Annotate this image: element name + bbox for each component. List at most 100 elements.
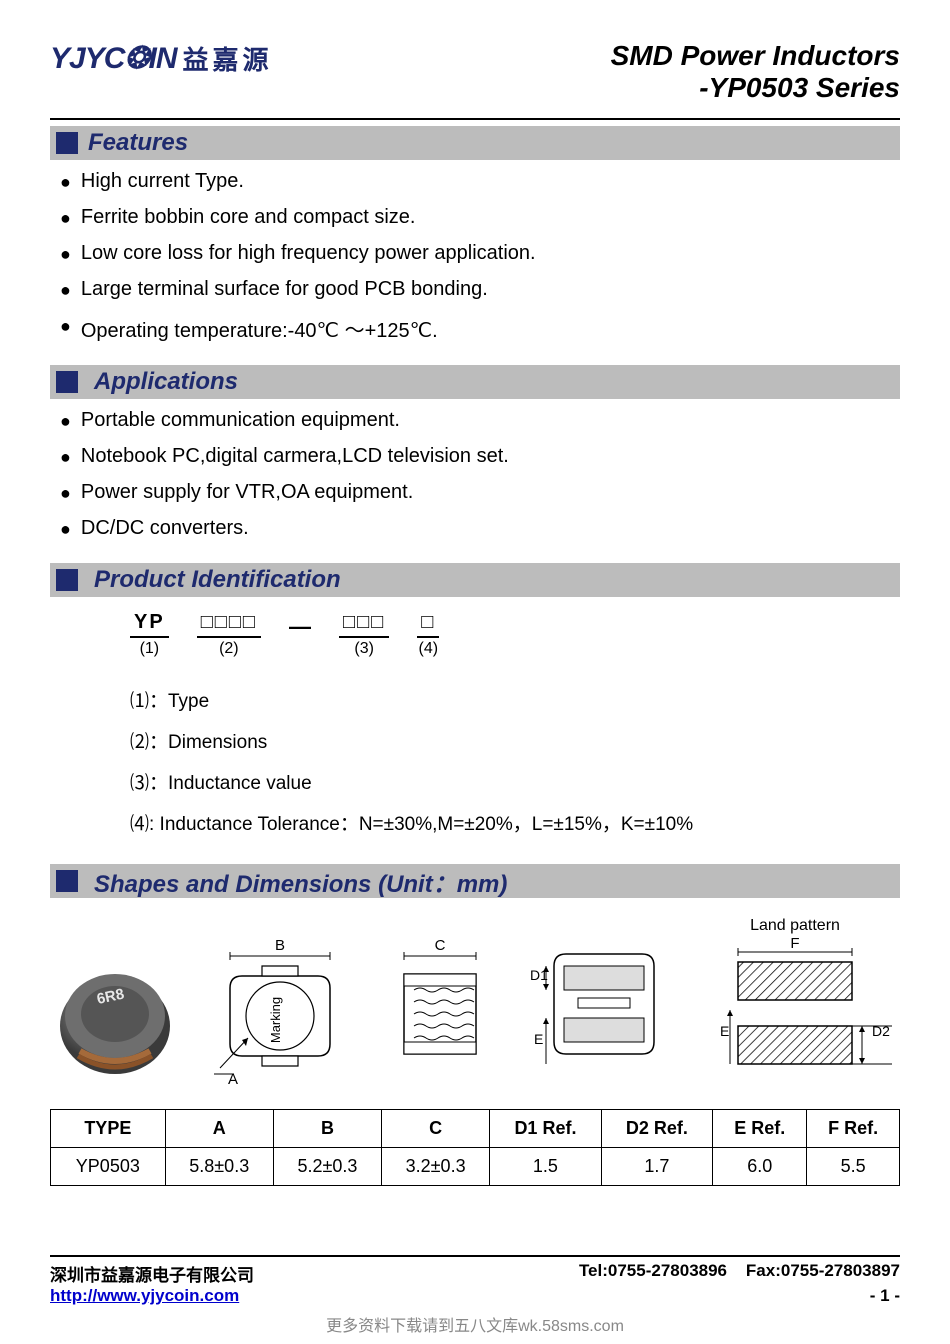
divider-top bbox=[50, 118, 900, 120]
table-header-cell: D1 Ref. bbox=[490, 1110, 601, 1148]
footer-url[interactable]: http://www.yjycoin.com bbox=[50, 1286, 239, 1306]
square-icon bbox=[56, 870, 78, 892]
bullet-icon: ● bbox=[60, 278, 71, 302]
section-applications-head: Applications bbox=[50, 365, 900, 399]
list-item: ● Ferrite bobbin core and compact size. bbox=[60, 206, 900, 230]
list-item-text: Low core loss for high frequency power a… bbox=[81, 242, 536, 265]
section-ident-head: Product Identification bbox=[50, 563, 900, 597]
square-icon bbox=[56, 132, 78, 154]
ident-legend: ⑴：Type ⑵：Dimensions ⑶：Inductance value ⑷: I… bbox=[50, 666, 900, 858]
footer-fax: Fax:0755-27803897 bbox=[746, 1261, 900, 1280]
svg-text:Marking: Marking bbox=[268, 997, 283, 1043]
list-item-text: High current Type. bbox=[81, 170, 244, 193]
table-cell: 6.0 bbox=[713, 1148, 807, 1186]
ident-bot: (2) bbox=[197, 638, 261, 658]
table-header-cell: A bbox=[165, 1110, 273, 1148]
svg-text:E: E bbox=[720, 1023, 729, 1039]
bullet-icon: ● bbox=[60, 409, 71, 433]
svg-text:D2: D2 bbox=[872, 1023, 890, 1039]
applications-title: Applications bbox=[88, 368, 238, 396]
legend-line: ⑵：Dimensions bbox=[130, 727, 900, 754]
table-cell: 5.8±0.3 bbox=[165, 1148, 273, 1186]
bullet-icon: ● bbox=[60, 170, 71, 194]
ident-bot: (1) bbox=[130, 638, 169, 658]
svg-text:C: C bbox=[435, 937, 446, 954]
table-header-cell: C bbox=[382, 1110, 490, 1148]
ident-top: □□□ bbox=[339, 611, 389, 638]
footer-page: - 1 - bbox=[870, 1286, 900, 1306]
svg-text:B: B bbox=[275, 937, 285, 954]
ident-title: Product Identification bbox=[88, 566, 341, 594]
diagram-land-pattern: Land pattern F E D2 bbox=[700, 916, 900, 1091]
bullet-icon: ● bbox=[60, 242, 71, 266]
inductor-photo: 6R8 bbox=[50, 956, 180, 1091]
ident-cell: YP(1) bbox=[130, 611, 169, 658]
footer: 深圳市益嘉源电子有限公司 Tel:0755-27803896 Fax:0755-… bbox=[50, 1255, 900, 1306]
list-item-text: Ferrite bobbin core and compact size. bbox=[81, 206, 416, 229]
ident-cell: □(4) bbox=[417, 611, 439, 658]
title-line1: SMD Power Inductors bbox=[611, 40, 900, 72]
table-cell: 5.5 bbox=[807, 1148, 900, 1186]
table-header-cell: D2 Ref. bbox=[601, 1110, 712, 1148]
footer-tel: Tel:0755-27803896 bbox=[579, 1261, 727, 1280]
table-header-cell: TYPE bbox=[51, 1110, 166, 1148]
bullet-icon: ● bbox=[60, 206, 71, 230]
shapes-row: 6R8 B Marking A C bbox=[50, 898, 900, 1109]
table-row: YP05035.8±0.35.2±0.33.2±0.31.51.76.05.5 bbox=[51, 1148, 900, 1186]
ident-block: YP(1)□□□□(2)—□□□(3)□(4) bbox=[50, 597, 900, 666]
ident-top: YP bbox=[130, 611, 169, 638]
table-head-row: TYPEABCD1 Ref.D2 Ref.E Ref.F Ref. bbox=[51, 1110, 900, 1148]
doc-title: SMD Power Inductors -YP0503 Series bbox=[611, 40, 900, 104]
svg-text:E: E bbox=[534, 1031, 543, 1047]
list-item: ● Portable communication equipment. bbox=[60, 409, 900, 433]
table-cell: 5.2±0.3 bbox=[273, 1148, 381, 1186]
bullet-icon: ● bbox=[60, 481, 71, 505]
list-item-text: DC/DC converters. bbox=[81, 517, 249, 540]
ident-cell: □□□□(2) bbox=[197, 611, 261, 658]
list-item: ● Power supply for VTR,OA equipment. bbox=[60, 481, 900, 505]
ident-top: □□□□ bbox=[197, 611, 261, 638]
ident-row: YP(1)□□□□(2)—□□□(3)□(4) bbox=[130, 611, 900, 658]
watermark-text: 更多资料下载请到五八文库wk.58sms.com bbox=[0, 1312, 950, 1336]
ident-cell: □□□(3) bbox=[339, 611, 389, 658]
ident-bot: (4) bbox=[417, 638, 439, 658]
list-item-text: Operating temperature:-40℃ ～+125℃. bbox=[81, 314, 438, 343]
features-list: ● High current Type. ● Ferrite bobbin core … bbox=[50, 160, 900, 359]
table-header-cell: B bbox=[273, 1110, 381, 1148]
legend-line: ⑷: Inductance Tolerance：N=±30%,M=±20%，L=… bbox=[130, 809, 900, 836]
table-header-cell: F Ref. bbox=[807, 1110, 900, 1148]
list-item-text: Portable communication equipment. bbox=[81, 409, 400, 432]
section-shapes-head: Shapes and Dimensions (Unit：mm) bbox=[50, 864, 900, 898]
diagram-bottom-view: D1 E bbox=[520, 926, 680, 1091]
table-cell: 1.5 bbox=[490, 1148, 601, 1186]
features-title: Features bbox=[88, 129, 188, 157]
ident-top: □ bbox=[417, 611, 439, 638]
applications-list: ● Portable communication equipment. ● Noteb… bbox=[50, 399, 900, 557]
bullet-icon: ● bbox=[60, 517, 71, 541]
list-item-text: Notebook PC,digital carmera,LCD televisi… bbox=[81, 445, 509, 468]
bullet-icon: ● bbox=[60, 314, 71, 338]
diagram-top-view: B Marking A bbox=[200, 936, 360, 1091]
list-item-text: Power supply for VTR,OA equipment. bbox=[81, 481, 413, 504]
svg-text:A: A bbox=[228, 1071, 238, 1086]
list-item: ● DC/DC converters. bbox=[60, 517, 900, 541]
legend-line: ⑶：Inductance value bbox=[130, 768, 900, 795]
table-header-cell: E Ref. bbox=[713, 1110, 807, 1148]
dimensions-table: TYPEABCD1 Ref.D2 Ref.E Ref.F Ref. YP0503… bbox=[50, 1109, 900, 1186]
logo-en: YJYC❂IN bbox=[50, 41, 177, 76]
table-cell: 1.7 bbox=[601, 1148, 712, 1186]
list-item-text: Large terminal surface for good PCB bond… bbox=[81, 278, 488, 301]
section-features-head: Features bbox=[50, 126, 900, 160]
legend-line: ⑴：Type bbox=[130, 686, 900, 713]
bullet-icon: ● bbox=[60, 445, 71, 469]
diagram-side-view: C bbox=[380, 936, 500, 1091]
logo: YJYC❂IN 益嘉源 bbox=[50, 40, 273, 77]
square-icon bbox=[56, 569, 78, 591]
square-icon bbox=[56, 371, 78, 393]
ident-bot: (3) bbox=[339, 638, 389, 658]
list-item: ● Low core loss for high frequency power … bbox=[60, 242, 900, 266]
list-item: ● Operating temperature:-40℃ ～+125℃. bbox=[60, 314, 900, 343]
svg-text:Land pattern: Land pattern bbox=[750, 917, 840, 934]
table-cell: 3.2±0.3 bbox=[382, 1148, 490, 1186]
list-item: ● Notebook PC,digital carmera,LCD televis… bbox=[60, 445, 900, 469]
